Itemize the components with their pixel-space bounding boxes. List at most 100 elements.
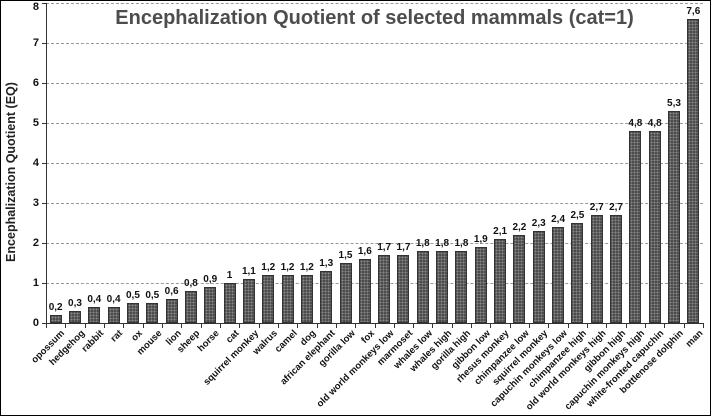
bar <box>552 227 565 323</box>
x-tick <box>219 324 221 328</box>
x-tick <box>200 324 202 328</box>
y-tick-label: 3 <box>32 197 39 209</box>
bar-value-label: 0,4 <box>87 294 102 305</box>
x-tick <box>683 324 685 328</box>
bar <box>494 239 507 323</box>
y-tick-label: 5 <box>32 117 39 129</box>
x-tick <box>181 324 183 328</box>
x-tick <box>567 324 569 328</box>
bar <box>281 275 294 323</box>
x-tick <box>355 324 357 328</box>
y-tick <box>42 43 46 44</box>
bar <box>68 311 81 323</box>
bar <box>146 303 159 323</box>
bar-value-label: 2,4 <box>551 214 566 225</box>
bar-value-label: 0,8 <box>183 278 198 289</box>
bar <box>687 19 700 323</box>
bar-value-label: 0,9 <box>203 274 218 285</box>
bar <box>571 223 584 323</box>
bar-value-label: 1,8 <box>435 238 450 249</box>
x-tick <box>84 324 86 328</box>
y-axis-line <box>46 3 47 323</box>
bar <box>107 307 120 323</box>
gridline <box>46 83 703 84</box>
bar-value-label: 1,8 <box>415 238 430 249</box>
x-tick <box>297 324 299 328</box>
bar <box>262 275 275 323</box>
y-tick-label: 1 <box>32 277 39 289</box>
x-tick <box>335 324 337 328</box>
bar <box>648 131 661 323</box>
bar-value-label: 4,8 <box>647 118 662 129</box>
bar-value-label: 4,8 <box>628 118 643 129</box>
y-tick-label: 7 <box>32 37 39 49</box>
x-tick <box>277 324 279 328</box>
x-axis-line <box>46 323 704 324</box>
bar <box>126 303 139 323</box>
bar-value-label: 1,9 <box>473 234 488 245</box>
bar-value-label: 5,3 <box>667 98 681 109</box>
x-tick <box>490 324 492 328</box>
bar-value-label: 1,7 <box>396 242 411 253</box>
bar <box>242 279 255 323</box>
x-tick <box>587 324 589 328</box>
x-tick <box>664 324 666 328</box>
x-tick <box>65 324 67 328</box>
bar-value-label: 0,2 <box>48 302 63 313</box>
bar-value-label: 2,7 <box>589 202 604 213</box>
x-tick <box>161 324 163 328</box>
bar <box>416 251 429 323</box>
x-tick <box>142 324 144 328</box>
bar <box>165 299 178 323</box>
bar <box>223 283 236 323</box>
bar-value-label: 1,5 <box>338 250 353 261</box>
y-tick-label: 2 <box>32 237 39 249</box>
bar-value-label: 1,6 <box>357 246 372 257</box>
y-tick <box>42 203 46 204</box>
bar-value-label: 2,2 <box>512 222 527 233</box>
gridline <box>46 203 703 204</box>
gridline <box>46 43 703 44</box>
x-tick <box>374 324 376 328</box>
bar <box>204 287 217 323</box>
bar <box>629 131 642 323</box>
bar <box>610 215 623 323</box>
x-tick <box>432 324 434 328</box>
x-tick <box>393 324 395 328</box>
bar <box>358 259 371 323</box>
gridline <box>46 283 703 284</box>
x-category-label: man <box>683 328 706 350</box>
bar-value-label: 1,2 <box>261 262 276 273</box>
bar-value-label: 1,3 <box>319 258 334 269</box>
bar <box>455 251 468 323</box>
gridline <box>46 163 703 164</box>
bar <box>436 251 449 323</box>
y-tick <box>42 83 46 84</box>
gridline <box>46 3 703 4</box>
bar <box>88 307 101 323</box>
y-tick <box>42 123 46 124</box>
x-tick <box>703 324 704 328</box>
x-tick <box>123 324 125 328</box>
x-tick <box>46 324 47 328</box>
y-tick-label: 4 <box>32 157 39 169</box>
x-tick <box>451 324 453 328</box>
y-tick <box>42 243 46 244</box>
gridline <box>46 123 703 124</box>
bar-value-label: 1,8 <box>454 238 469 249</box>
x-tick <box>548 324 550 328</box>
bar <box>378 255 391 323</box>
x-tick <box>606 324 608 328</box>
x-tick <box>258 324 260 328</box>
bar-value-label: 0,6 <box>164 286 179 297</box>
x-tick <box>239 324 241 328</box>
bar <box>474 247 487 323</box>
x-tick <box>316 324 318 328</box>
bar <box>339 263 352 323</box>
x-tick <box>413 324 415 328</box>
y-tick-label: 0 <box>32 317 39 329</box>
bar-value-label: 0,5 <box>145 290 160 301</box>
bar-value-label: 7,6 <box>686 6 701 17</box>
x-tick <box>529 324 531 328</box>
